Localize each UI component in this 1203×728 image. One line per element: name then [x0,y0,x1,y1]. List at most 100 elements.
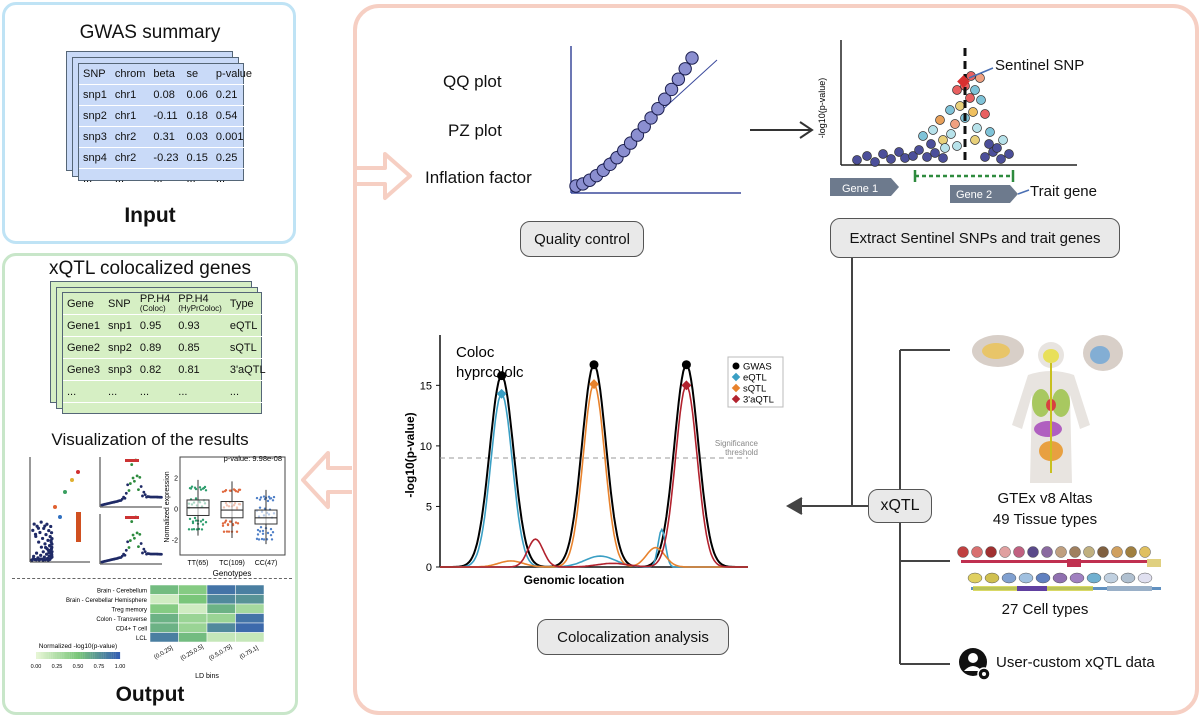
coloc-y-label: -log10(p-value) [403,412,417,497]
mini-locus-point [131,533,135,537]
boxplot-point [191,520,195,523]
lineage-bar-mono [1017,586,1047,591]
snp-point [970,85,980,95]
heatmap-legend-bar [80,652,83,659]
mini-point [36,526,41,530]
snp-point [928,125,938,135]
output-title: xQTL colocalized genes [48,258,252,279]
mini-locus-point [160,552,163,556]
heatmap-legend-bar [44,652,47,659]
cell-icon [999,546,1011,558]
table-row: Gene2 snp2 0.89 0.85 sQTL [63,336,270,359]
heatmap-legend-bar [50,652,53,659]
output-table: Gene SNP PP.H4 (Coloc) PP.H4 (HyPrColoc) Type G… [62,292,270,425]
boxplot-y-label: Normalized expression [164,471,171,542]
input-table-header: se [182,64,212,85]
extract-sentinel-button[interactable]: Extract Sentinel SNPs and trait genes [830,218,1120,258]
threshold-label-2: threshold [725,448,758,457]
heatmap-legend-bar [42,652,45,659]
table-row: snp4 chr2 -0.23 0.15 0.25 [79,147,256,169]
mini-point [39,520,43,524]
heatmap-legend-bar [69,652,72,659]
heatmap-legend-bar [67,652,70,659]
coloc-ytick-label: 10 [420,441,432,453]
snp-point [918,131,928,141]
heatmap-legend-title: Normalized -log10(p-value) [39,643,117,650]
output-label: Output [115,683,185,706]
gwas-peak-point [497,371,507,381]
boxplot-point [187,528,191,531]
heatmap-legend-bar [61,652,64,659]
output-table-cell: 0.95 [135,314,175,337]
input-table-cell: 0.03 [182,126,212,148]
heatmap-legend-bar [63,652,66,659]
boxplot-point [188,486,192,490]
boxplot-point [193,516,197,520]
xqtl-button[interactable]: xQTL [868,489,932,523]
mini-locus-point [120,497,124,501]
heatmap-legend-bar [107,652,110,659]
mini-locus-point [139,542,143,545]
manhattan-y-label: -log10(p-value) [817,78,827,139]
boxplot-point [232,488,236,491]
pituitary-icon [1043,349,1059,363]
heatmap-legend-bar [113,652,116,659]
mini-point [47,528,51,533]
colocalization-analysis-button[interactable]: Colocalization analysis [537,619,729,655]
boxplot-point [192,527,196,531]
qq-point [671,72,686,86]
boxplot-point [225,530,229,533]
cell-icon [1069,546,1081,558]
mini-locus-point [160,495,163,499]
quality-control-button[interactable]: Quality control [520,221,644,257]
boxplot-point [201,523,205,526]
boxplot-box [254,509,278,525]
mini-locus-point [137,488,140,492]
qc-to-extract-arrow [750,121,814,139]
mini-locus-point [126,540,130,544]
mini-locus-point [142,490,146,494]
lineage-tag [1147,559,1161,567]
analysis-panel [353,4,1199,715]
heatmap-legend-bar [38,652,41,659]
mini-locus-point [142,547,146,551]
boxplot-ytick: 0 [174,507,178,514]
qq-point [658,92,672,106]
legend-label: 3'aQTL [743,395,774,406]
mini-point [48,544,52,548]
mini-point [38,557,43,561]
mini-point [43,558,48,562]
heatmap-legend-tick: 0.25 [52,664,63,670]
trait-gene-label: Trait gene [1030,183,1097,200]
input-table-cell: chr1 [110,84,150,106]
boxplot-point [199,488,203,491]
mini-locus-point [127,546,131,549]
mini-point [39,553,43,557]
mini-locus-point [128,482,132,485]
mini-locus-point [126,483,130,487]
pz-plot-label: PZ plot [448,121,502,140]
mini-point [34,558,38,562]
mini-point [47,551,51,555]
mini-sentinel-tag [125,516,139,519]
cell-icon [967,572,983,584]
table-row: Gene1 snp1 0.95 0.93 eQTL [63,314,270,337]
liver-icon [1034,421,1062,437]
heatmap-legend-bar [92,652,95,659]
boxplot-point [223,521,227,524]
lineage-tag [1067,559,1081,567]
boxplot-point [226,523,230,527]
boxplot-point [255,537,259,541]
qtl-peak-point [681,380,692,391]
table-row: snp1 chr1 0.08 0.06 0.21 [79,84,256,106]
boxplot-point [270,538,274,541]
cell-icon [1069,572,1085,584]
mini-point [34,551,39,555]
snp-point [946,129,956,139]
output-table-cell: snp3 [104,358,136,381]
mini-point [44,552,49,556]
table-row: Gene3 snp3 0.82 0.81 3'aQTL [63,358,270,381]
input-table-cell: 0.54 [211,105,256,127]
heatmap-legend-bar [78,652,81,659]
